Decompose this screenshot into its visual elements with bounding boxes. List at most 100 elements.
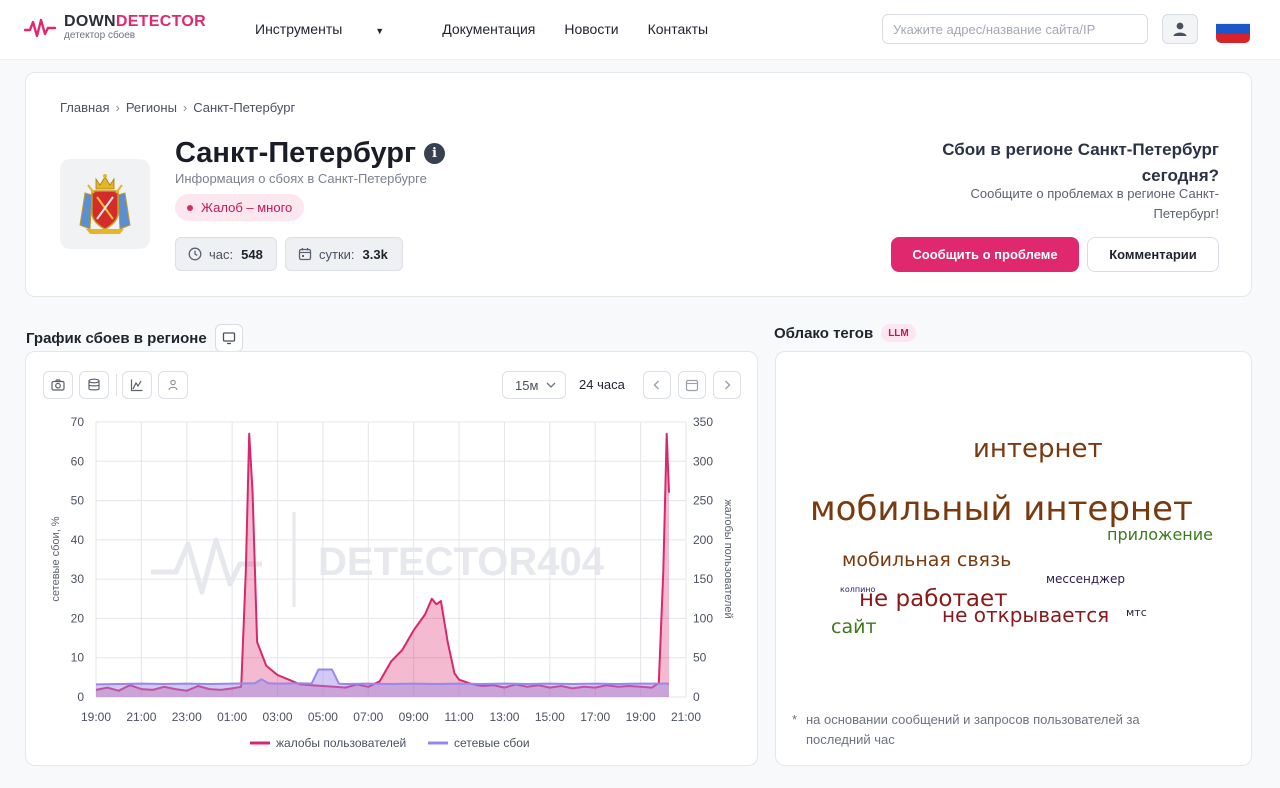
screenshot-button[interactable] bbox=[43, 371, 73, 399]
y-tick-label-left: 50 bbox=[71, 494, 85, 508]
y-tick-label-right: 50 bbox=[693, 651, 707, 665]
tag-cloud-card: интернет мобильный интернет приложение моби… bbox=[775, 351, 1252, 766]
main-nav: Инструменты ▼ Документация Новости Контак… bbox=[255, 21, 737, 37]
y-axis-label-right: жалобы пользователей bbox=[722, 499, 734, 618]
outage-chart: DETECTOR404 0 10 20 30 40 50 60 70 0 50 100 150 200 25… bbox=[50, 415, 734, 750]
y-tick-label-left: 20 bbox=[71, 611, 85, 625]
coat-of-arms-image bbox=[60, 159, 150, 249]
y-tick-label-right: 300 bbox=[693, 454, 713, 468]
y-tick-label-right: 250 bbox=[693, 494, 713, 508]
chevron-left-icon bbox=[653, 380, 659, 390]
x-tick-label: 21:00 bbox=[126, 710, 156, 724]
breadcrumb-home[interactable]: Главная bbox=[60, 100, 110, 115]
logo-name: DOWNDETECTOR bbox=[64, 13, 206, 30]
stat-hour: час: 548 bbox=[175, 237, 277, 271]
x-tick-label: 17:00 bbox=[580, 710, 610, 724]
breadcrumb-regions[interactable]: Регионы bbox=[125, 100, 177, 115]
user-button[interactable] bbox=[1162, 14, 1198, 44]
person-button[interactable] bbox=[158, 371, 188, 399]
calendar-icon bbox=[298, 248, 312, 261]
y-axis-label-left: сетевые сбои, % bbox=[50, 516, 62, 601]
nav-tools[interactable]: Инструменты ▼ bbox=[255, 21, 385, 37]
y-tick-label-right: 350 bbox=[693, 415, 713, 429]
tag-word: приложение bbox=[1107, 525, 1213, 544]
breadcrumb-current: Санкт-Петербург bbox=[193, 100, 296, 115]
breadcrumb: Главная › Регионы › Санкт-Петербург bbox=[60, 100, 295, 115]
tag-word: мобильный интернет bbox=[810, 489, 1193, 529]
chevron-right-icon: › bbox=[182, 100, 188, 115]
y-tick-label-right: 200 bbox=[693, 533, 713, 547]
tag-word: не открывается bbox=[942, 603, 1110, 627]
range-label: 24 часа bbox=[579, 377, 625, 392]
x-tick-label: 03:00 bbox=[263, 710, 293, 724]
outage-chart-card: 15м 24 часа DETECTOR404 0 10 20 30 40 50 60 70 0 5… bbox=[25, 351, 758, 766]
calendar-icon bbox=[685, 379, 699, 392]
tag-word: колпино bbox=[840, 585, 876, 594]
region-card: Главная › Регионы › Санкт-Петербург Санкт-Пе… bbox=[25, 72, 1252, 297]
x-tick-label: 19:00 bbox=[81, 710, 111, 724]
x-tick-label: 23:00 bbox=[172, 710, 202, 724]
calendar-button[interactable] bbox=[678, 371, 706, 399]
chevron-right-icon: › bbox=[115, 100, 120, 115]
y-tick-label-left: 70 bbox=[71, 415, 85, 429]
series-line-0 bbox=[95, 432, 670, 692]
y-tick-label-right: 100 bbox=[693, 611, 713, 625]
pulse-logo-icon bbox=[24, 18, 56, 37]
caret-down-icon: ▼ bbox=[375, 26, 385, 36]
nav-contacts[interactable]: Контакты bbox=[647, 21, 709, 37]
y-tick-label-left: 10 bbox=[71, 651, 85, 665]
series-line-1 bbox=[95, 668, 669, 686]
stat-day: сутки: 3.3k bbox=[285, 237, 403, 271]
chart-watermark: DETECTOR404 bbox=[318, 540, 605, 584]
report-problem-button[interactable]: Сообщить о проблеме bbox=[891, 237, 1079, 272]
tag-word: мобильная связь bbox=[842, 549, 1012, 571]
x-tick-label: 11:00 bbox=[445, 710, 474, 724]
period-select[interactable]: 15м bbox=[502, 371, 566, 399]
watermark-pulse-icon bbox=[151, 537, 262, 595]
status-badge: Жалоб – много bbox=[175, 194, 305, 221]
monitor-button[interactable] bbox=[214, 324, 243, 352]
camera-icon bbox=[51, 379, 65, 391]
area-chart-button[interactable] bbox=[122, 371, 152, 399]
y-tick-label-left: 30 bbox=[71, 572, 85, 586]
report-question: Сбои в регионе Санкт-Петербург сегодня? bbox=[942, 140, 1219, 185]
nav-docs[interactable]: Документация bbox=[442, 21, 536, 37]
tag-word: мессенджер bbox=[1046, 572, 1125, 586]
tag-cloud-footnote: * на основании сообщений и запросов поль… bbox=[792, 712, 1140, 747]
x-tick-label: 13:00 bbox=[489, 710, 519, 724]
y-tick-label-left: 60 bbox=[71, 454, 85, 468]
logo-subtitle: детектор сбоев bbox=[64, 30, 136, 41]
status-dot-icon bbox=[187, 204, 193, 211]
x-tick-label: 01:00 bbox=[217, 710, 247, 724]
logo[interactable]: DOWNDETECTOR детектор сбоев bbox=[24, 14, 206, 41]
region-title: Санкт-Петербург i bbox=[175, 137, 446, 170]
chart-section-title: График сбоев в регионе bbox=[26, 324, 243, 352]
legend-label: сетевые сбои bbox=[454, 736, 530, 750]
database-button[interactable] bbox=[79, 371, 109, 399]
x-tick-label: 09:00 bbox=[399, 710, 429, 724]
region-subtitle: Информация о сбоях в Санкт-Петербурге bbox=[175, 171, 427, 186]
y-tick-label-right: 150 bbox=[693, 572, 713, 586]
russia-flag-icon[interactable] bbox=[1216, 15, 1250, 43]
series-area-1 bbox=[96, 669, 669, 697]
user-icon bbox=[1173, 22, 1187, 36]
tag-word: сайт bbox=[831, 616, 877, 638]
database-icon bbox=[88, 378, 100, 391]
tag-cloud-title: Облако тегов LLM bbox=[774, 324, 916, 342]
next-period-button[interactable] bbox=[713, 371, 741, 399]
info-icon[interactable]: i bbox=[424, 143, 446, 164]
x-tick-label: 07:00 bbox=[353, 710, 383, 724]
llm-badge: LLM bbox=[881, 324, 916, 342]
report-description: Сообщите о проблемах в регионе Санкт-Пет… bbox=[970, 186, 1220, 221]
area-chart-icon bbox=[130, 379, 143, 392]
nav-news[interactable]: Новости bbox=[564, 21, 619, 37]
x-tick-label: 21:00 bbox=[671, 710, 701, 724]
site-search-input[interactable] bbox=[882, 14, 1148, 44]
tag-word: интернет bbox=[973, 434, 1103, 464]
x-tick-label: 15:00 bbox=[535, 710, 565, 724]
comments-button[interactable]: Комментарии bbox=[1087, 237, 1219, 272]
chevron-down-icon bbox=[546, 382, 556, 388]
tag-word: мтс bbox=[1126, 606, 1147, 619]
top-navigation-bar: DOWNDETECTOR детектор сбоев Инструменты ▼… bbox=[0, 0, 1280, 60]
prev-period-button[interactable] bbox=[643, 371, 671, 399]
